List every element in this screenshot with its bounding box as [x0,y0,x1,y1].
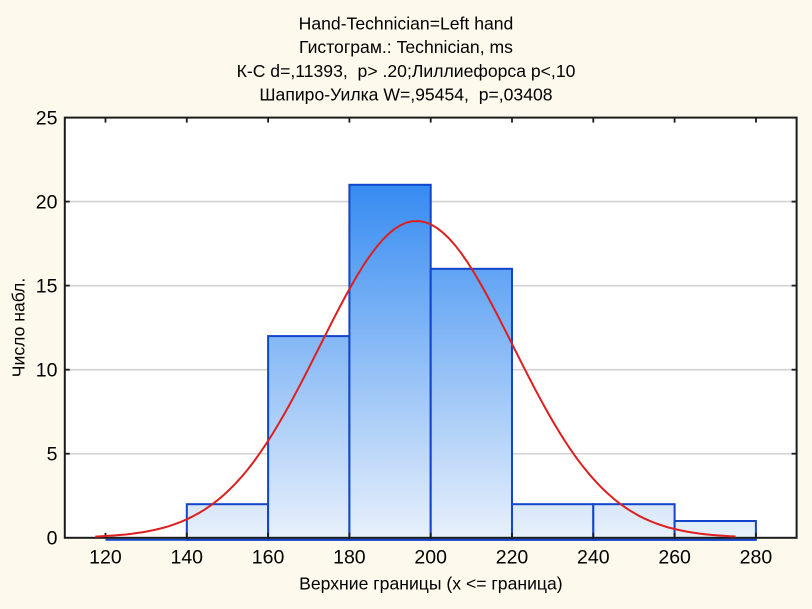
svg-text:Шапиро-Уилка W=,95454, p=,034: Шапиро-Уилка W=,95454, p=,03408 [259,85,552,105]
svg-text:220: 220 [496,546,529,568]
svg-text:Hand-Technician=Left hand: Hand-Technician=Left hand [299,14,514,34]
svg-text:10: 10 [36,359,58,381]
svg-text:280: 280 [740,546,773,568]
svg-text:15: 15 [36,275,58,297]
svg-text:Верхние границы (x <= граница): Верхние границы (x <= граница) [299,574,563,594]
svg-text:0: 0 [47,528,58,550]
svg-text:240: 240 [577,546,610,568]
svg-text:140: 140 [170,546,203,568]
svg-text:160: 160 [252,546,285,568]
svg-text:200: 200 [414,546,447,568]
svg-text:180: 180 [333,546,366,568]
svg-text:20: 20 [36,191,58,213]
svg-text:Число набл.: Число набл. [9,278,29,377]
svg-text:К-С d=,11393, p> .20;Лиллиефо: К-С d=,11393, p> .20;Лиллиефорса p<,10 [237,61,576,81]
svg-text:120: 120 [89,546,122,568]
svg-text:25: 25 [36,107,58,129]
svg-text:Гистограм.: Technician, ms: Гистограм.: Technician, ms [299,37,513,57]
svg-text:5: 5 [47,443,58,465]
svg-text:260: 260 [658,546,691,568]
